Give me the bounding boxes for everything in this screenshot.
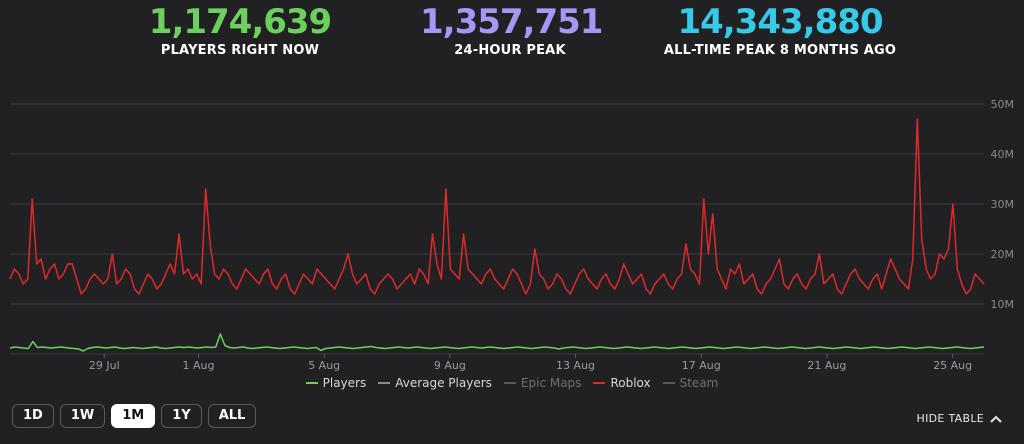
legend-label: Roblox bbox=[610, 376, 651, 390]
chevron-up-icon bbox=[990, 415, 1002, 423]
hide-table-button[interactable]: HIDE TABLE bbox=[917, 412, 1002, 425]
legend-swatch bbox=[662, 382, 675, 384]
peak-24h-label: 24-HOUR PEAK bbox=[454, 43, 566, 58]
alltime-peak-label: ALL-TIME PEAK 8 MONTHS AGO bbox=[663, 43, 897, 58]
x-tick-label: 25 Aug bbox=[933, 359, 972, 372]
x-tick-label: 13 Aug bbox=[556, 359, 595, 372]
range-button-all[interactable]: ALL bbox=[207, 404, 257, 428]
legend-item-steam[interactable]: Steam bbox=[662, 376, 719, 390]
stat-alltime-peak: 14,343,880 ALL-TIME PEAK 8 MONTHS AGO bbox=[650, 0, 910, 58]
y-tick-label: 10M bbox=[991, 298, 1015, 311]
players-now-value: 1,174,639 bbox=[148, 2, 332, 42]
legend-item-epic-maps[interactable]: Epic Maps bbox=[503, 376, 582, 390]
hide-table-label: HIDE TABLE bbox=[916, 412, 984, 425]
range-button-1y[interactable]: 1Y bbox=[161, 404, 202, 428]
series-line-roblox bbox=[9, 118, 985, 295]
y-tick-label: 50M bbox=[991, 98, 1015, 111]
x-tick-label: 21 Aug bbox=[807, 359, 846, 372]
legend-label: Players bbox=[322, 376, 367, 390]
stat-players-now: 1,174,639 PLAYERS RIGHT NOW bbox=[140, 0, 340, 58]
alltime-peak-value: 14,343,880 bbox=[677, 2, 883, 42]
x-tick-label: 1 Aug bbox=[183, 359, 215, 372]
legend-item-average-players[interactable]: Average Players bbox=[378, 376, 492, 390]
range-button-1w[interactable]: 1W bbox=[59, 404, 106, 428]
y-tick-label: 30M bbox=[991, 198, 1015, 211]
legend-label: Average Players bbox=[395, 376, 492, 390]
legend-swatch bbox=[378, 382, 391, 384]
legend-label: Epic Maps bbox=[520, 376, 582, 390]
legend-item-roblox[interactable]: Roblox bbox=[593, 376, 651, 390]
stat-24h-peak: 1,357,751 24-HOUR PEAK bbox=[420, 0, 603, 58]
time-range-selector: 1D 1W 1M 1Y ALL bbox=[12, 404, 257, 428]
y-tick-label: 40M bbox=[991, 148, 1015, 161]
legend-swatch bbox=[503, 382, 516, 384]
chart-legend: Players Average Players Epic Maps Roblox Ste… bbox=[0, 376, 1024, 390]
y-tick-label: 20M bbox=[991, 248, 1015, 261]
legend-swatch bbox=[305, 382, 318, 384]
legend-label: Steam bbox=[679, 376, 719, 390]
x-tick-label: 9 Aug bbox=[434, 359, 466, 372]
x-tick-label: 5 Aug bbox=[308, 359, 340, 372]
legend-swatch bbox=[593, 382, 606, 384]
series-line-players bbox=[9, 333, 985, 352]
range-button-1m[interactable]: 1M bbox=[111, 404, 156, 428]
x-tick-label: 17 Aug bbox=[682, 359, 721, 372]
legend-item-players[interactable]: Players bbox=[305, 376, 367, 390]
peak-24h-value: 1,357,751 bbox=[420, 2, 603, 42]
x-tick-label: 29 Jul bbox=[89, 359, 120, 372]
players-now-label: PLAYERS RIGHT NOW bbox=[160, 43, 320, 58]
range-button-1d[interactable]: 1D bbox=[12, 404, 54, 428]
